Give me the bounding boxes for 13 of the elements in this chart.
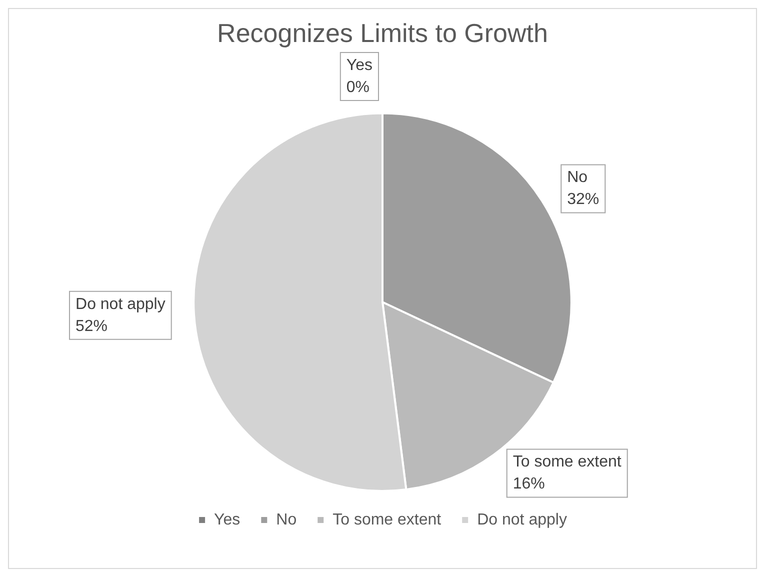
- slice-label: Do not apply: [76, 296, 166, 313]
- legend-label: Yes: [214, 511, 240, 528]
- chart-title: Recognizes Limits to Growth: [217, 18, 548, 48]
- legend-label: To some extent: [332, 511, 442, 528]
- legend-label: No: [276, 511, 297, 528]
- legend-label: Do not apply: [477, 511, 567, 528]
- slice-label: No: [567, 169, 588, 186]
- data-label: 16%: [512, 476, 545, 493]
- category-label: Yes: [346, 56, 373, 74]
- text: 0%: [346, 78, 370, 96]
- data-label: 52%: [76, 318, 108, 335]
- data-label: 32%: [567, 191, 600, 208]
- slice-label: To some extent: [512, 454, 622, 471]
